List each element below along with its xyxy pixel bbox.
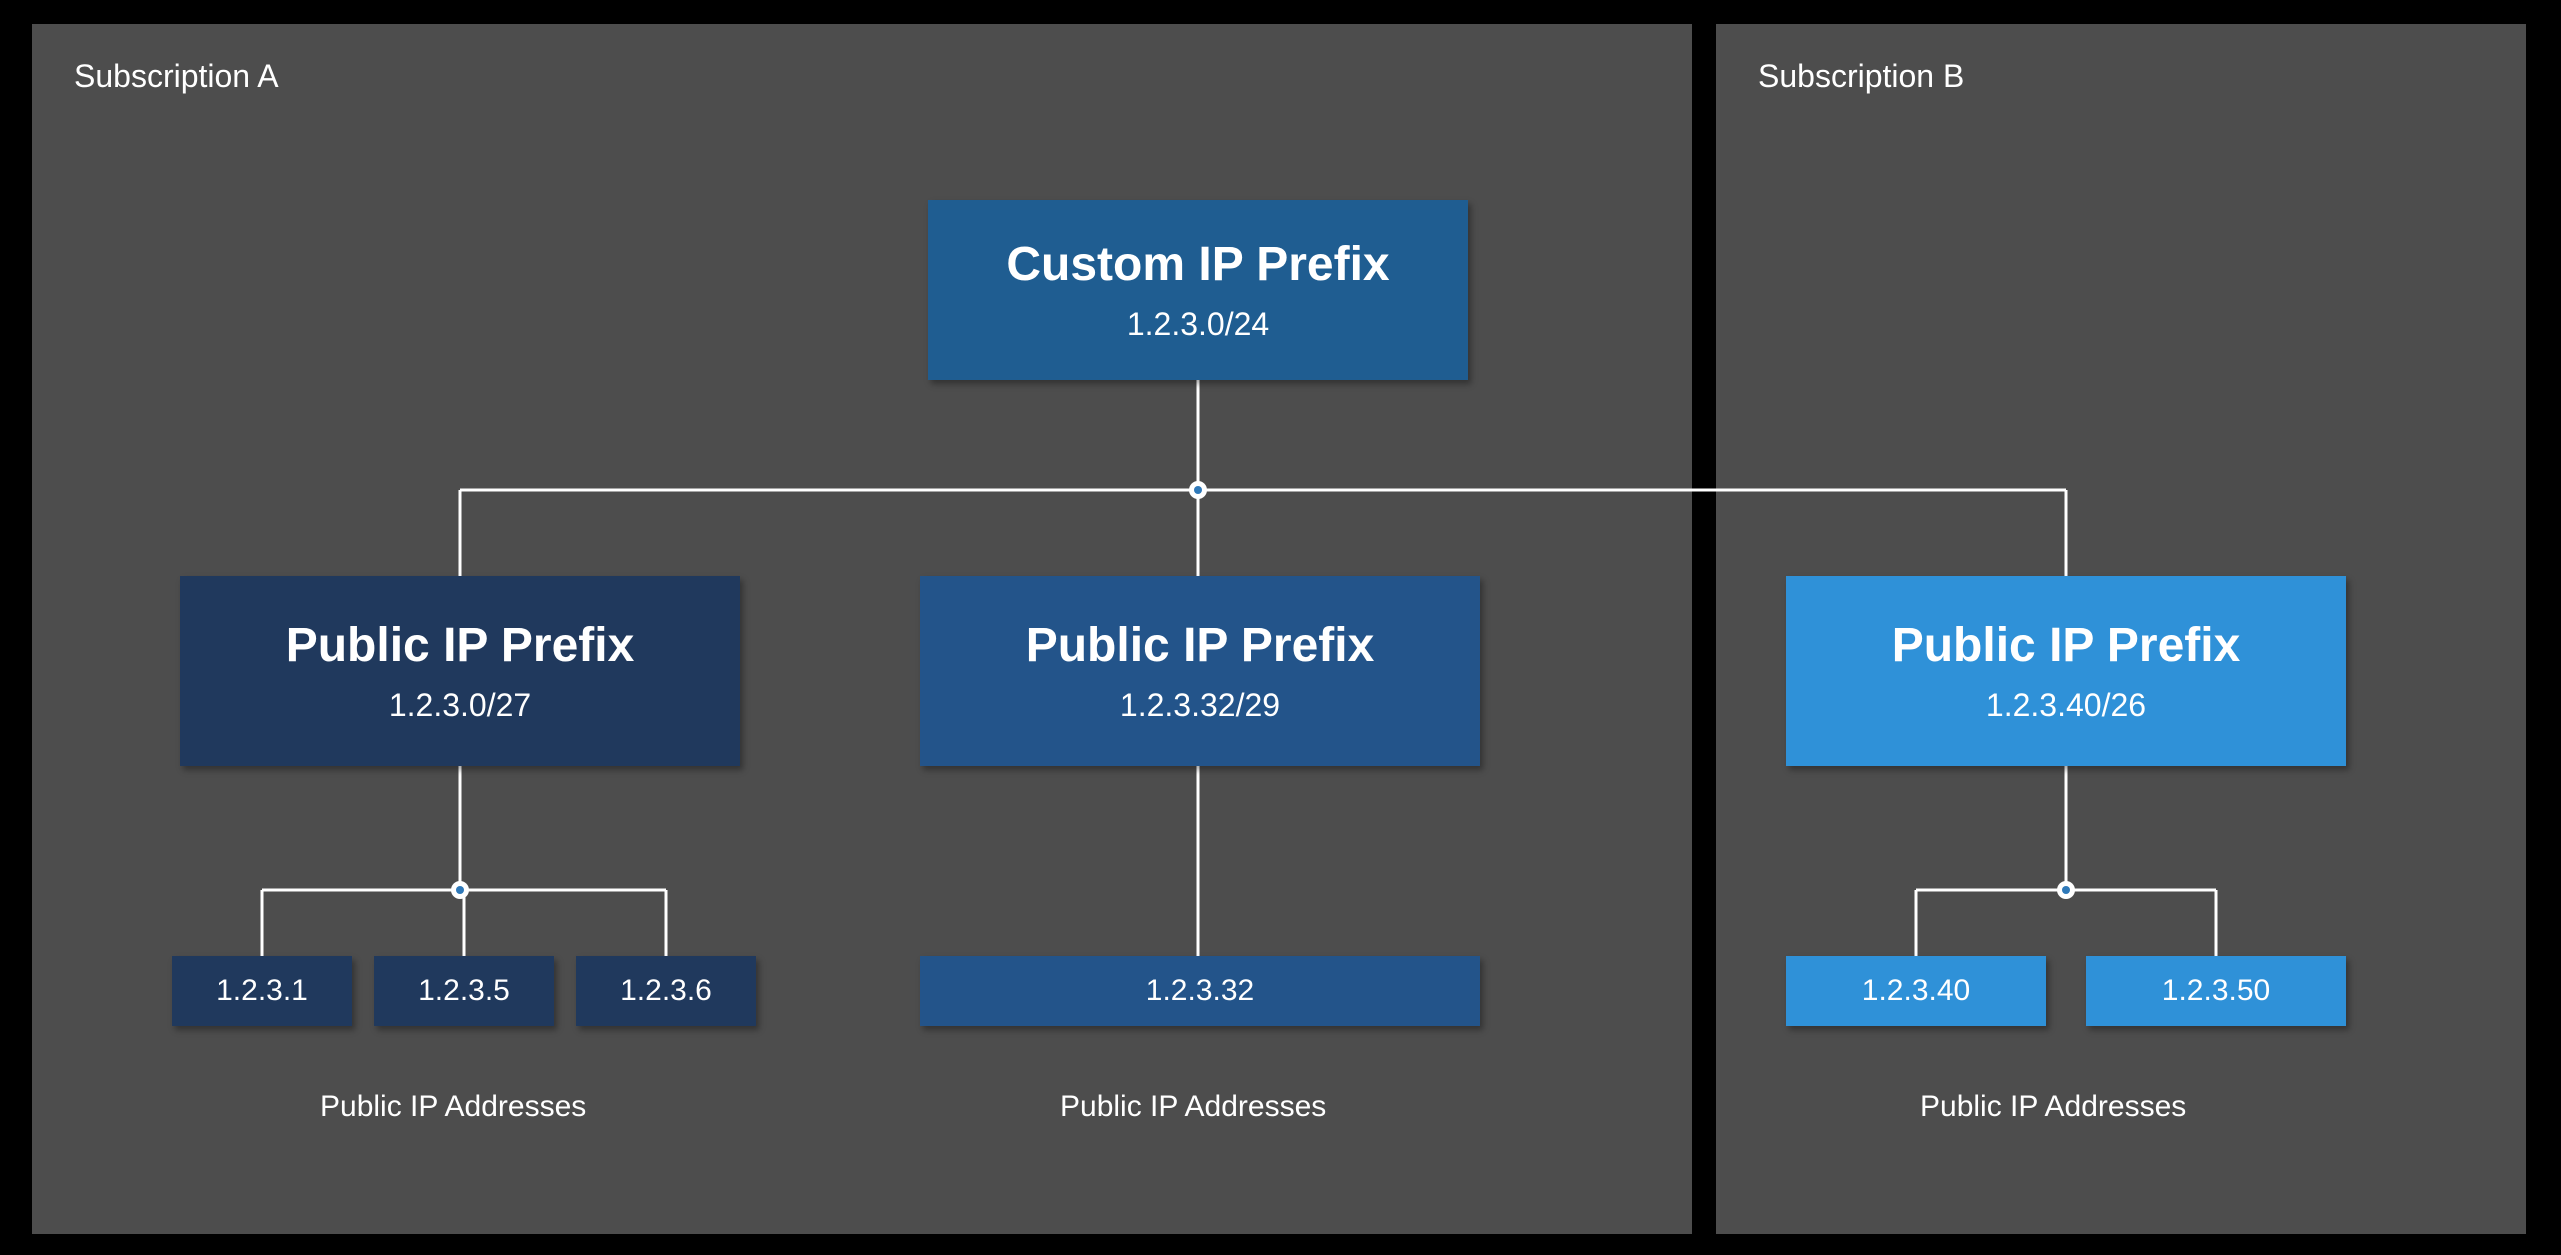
caption-addresses-1: Public IP Addresses <box>320 1090 586 1124</box>
ip-address-1-2-3-6: 1.2.3.6 <box>576 956 756 1026</box>
panel-title-b: Subscription B <box>1716 24 2526 95</box>
ip-address-1-2-3-5: 1.2.3.5 <box>374 956 554 1026</box>
ip-address-1-2-3-40: 1.2.3.40 <box>1786 956 2046 1026</box>
public-ip-prefix-3-title: Public IP Prefix <box>1892 618 2241 673</box>
panel-title-a: Subscription A <box>32 24 1692 95</box>
custom-ip-prefix-title: Custom IP Prefix <box>1006 237 1389 292</box>
public-ip-prefix-1-cidr: 1.2.3.0/27 <box>389 687 531 724</box>
caption-addresses-3: Public IP Addresses <box>1920 1090 2186 1124</box>
diagram-stage: Subscription A Subscription B <box>0 0 2561 1255</box>
public-ip-prefix-1: Public IP Prefix 1.2.3.0/27 <box>180 576 740 766</box>
public-ip-prefix-3-cidr: 1.2.3.40/26 <box>1986 687 2146 724</box>
public-ip-prefix-2-cidr: 1.2.3.32/29 <box>1120 687 1280 724</box>
custom-ip-prefix-cidr: 1.2.3.0/24 <box>1127 306 1269 343</box>
custom-ip-prefix-box: Custom IP Prefix 1.2.3.0/24 <box>928 200 1468 380</box>
public-ip-prefix-3: Public IP Prefix 1.2.3.40/26 <box>1786 576 2346 766</box>
ip-address-1-2-3-50: 1.2.3.50 <box>2086 956 2346 1026</box>
public-ip-prefix-2: Public IP Prefix 1.2.3.32/29 <box>920 576 1480 766</box>
ip-address-1-2-3-1: 1.2.3.1 <box>172 956 352 1026</box>
caption-addresses-2: Public IP Addresses <box>1060 1090 1326 1124</box>
ip-address-1-2-3-32: 1.2.3.32 <box>920 956 1480 1026</box>
public-ip-prefix-1-title: Public IP Prefix <box>286 618 635 673</box>
public-ip-prefix-2-title: Public IP Prefix <box>1026 618 1375 673</box>
